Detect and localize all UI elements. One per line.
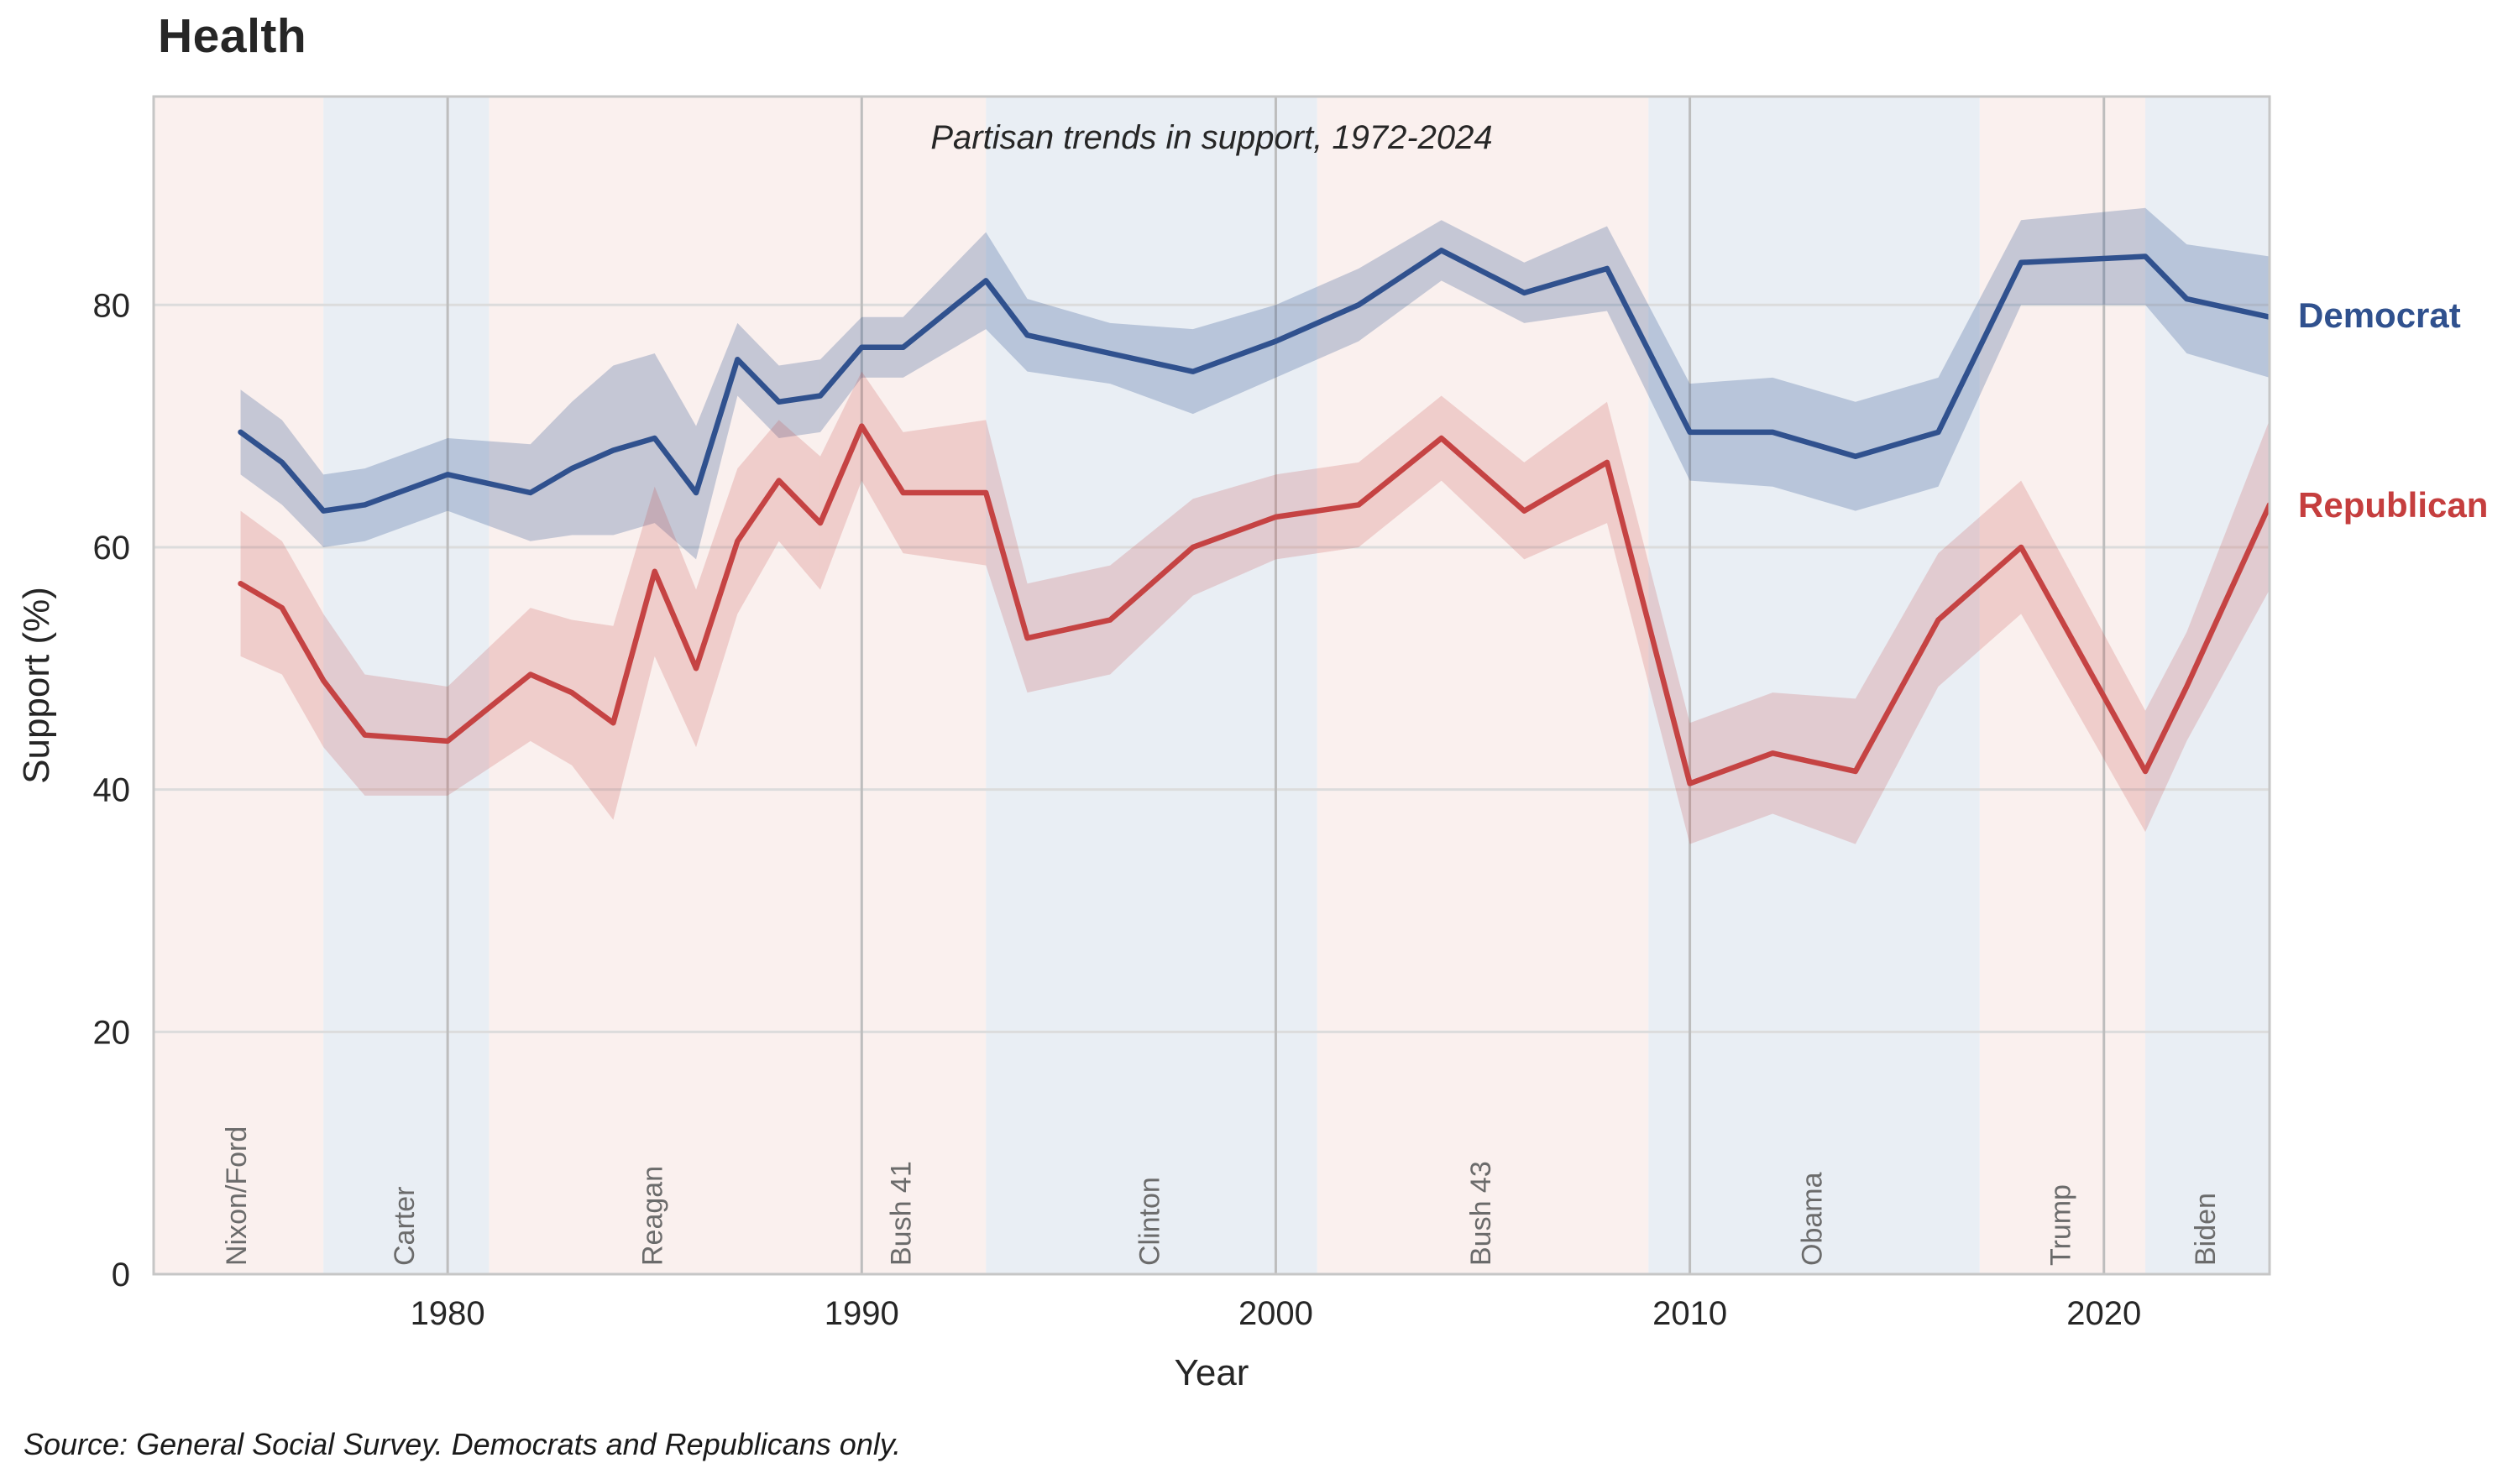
y-tick-label-80: 80	[93, 287, 131, 324]
era-band-bush-41	[819, 97, 987, 1274]
democrat-ci-band	[240, 207, 2270, 560]
era-band-reagan	[489, 97, 820, 1274]
legend-label-republican: Republican	[2298, 485, 2489, 525]
republican-ci-band	[240, 371, 2270, 844]
era-label-biden: Biden	[2190, 1193, 2222, 1266]
plot-border	[152, 95, 2271, 1276]
era-label-nixon-ford: Nixon/Ford	[221, 1126, 253, 1266]
y-tick-label-20: 20	[93, 1014, 131, 1051]
x-tick-label-2010: 2010	[1652, 1295, 1727, 1332]
x-tick-label-2020: 2020	[2066, 1295, 2141, 1332]
era-band-nixon-ford	[154, 97, 324, 1274]
era-label-carter: Carter	[389, 1187, 421, 1266]
x-tick-label-1980: 1980	[411, 1295, 485, 1332]
era-label-obama: Obama	[1797, 1172, 1829, 1266]
series-layer	[238, 207, 2270, 844]
republican-line	[238, 423, 2270, 786]
era-label-bush-43: Bush 43	[1465, 1161, 1497, 1266]
era-label-trump: Trump	[2045, 1184, 2076, 1266]
x-tick-label-2000: 2000	[1238, 1295, 1313, 1332]
chart-subtitle: Partisan trends in support, 1972-2024	[930, 119, 1493, 156]
y-axis-label: Support (%)	[16, 587, 57, 784]
era-label-clinton: Clinton	[1134, 1177, 1165, 1266]
democrat-line	[238, 248, 2270, 514]
source-note: Source: General Social Survey. Democrats…	[24, 1427, 902, 1461]
era-label-reagan: Reagan	[637, 1166, 669, 1266]
era-label-bush-41: Bush 41	[886, 1161, 918, 1266]
y-tick-label-40: 40	[93, 772, 131, 809]
y-tick-label-60: 60	[93, 530, 131, 567]
x-tick-label-1990: 1990	[825, 1295, 899, 1332]
y-tick-label-0: 0	[112, 1257, 130, 1293]
era-band-obama	[1648, 97, 1980, 1274]
chart-title: Health	[158, 9, 307, 63]
era-band-biden	[2145, 97, 2270, 1274]
legend-label-democrat: Democrat	[2298, 295, 2461, 335]
era-band-clinton	[986, 97, 1317, 1274]
era-band-carter	[323, 97, 490, 1274]
x-axis-label: Year	[1175, 1352, 1249, 1393]
